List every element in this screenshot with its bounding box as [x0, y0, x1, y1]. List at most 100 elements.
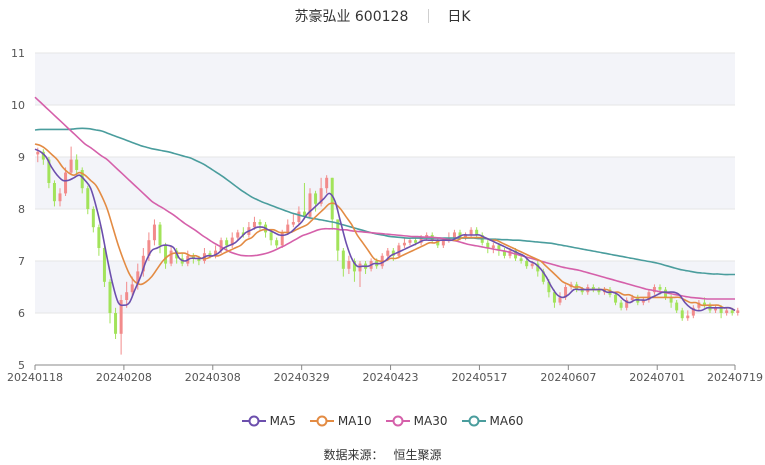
ma30-line [34, 96, 735, 300]
candle [91, 209, 95, 228]
y-tick-label: 7 [18, 255, 25, 268]
candle [130, 284, 134, 293]
candle [630, 297, 634, 300]
candle [702, 302, 706, 306]
candle [647, 292, 651, 300]
candle [252, 222, 256, 228]
candle [419, 237, 423, 243]
candle [36, 151, 40, 155]
candle [319, 188, 323, 204]
candle [58, 193, 62, 202]
candle [275, 240, 279, 246]
candle [525, 261, 529, 267]
candle [558, 297, 562, 303]
y-tick-label: 11 [11, 47, 25, 60]
candle [52, 183, 56, 202]
candle [436, 240, 440, 246]
legend-item-ma5[interactable]: MA5 [241, 414, 296, 428]
candle [386, 250, 390, 256]
candle [691, 307, 695, 316]
candle [41, 151, 45, 160]
candle [736, 310, 740, 313]
candle [408, 240, 412, 243]
x-tick-label: 20240517 [451, 371, 507, 384]
candle [347, 261, 351, 269]
candle [452, 232, 456, 238]
source-value: 恒生聚源 [393, 448, 442, 462]
candle [158, 224, 162, 246]
candle [280, 232, 284, 246]
candle [169, 250, 173, 264]
source-label: 数据来源： [323, 448, 384, 462]
candle [502, 250, 506, 256]
candle [652, 287, 656, 293]
candle [86, 188, 90, 209]
kline-chart: 5 6 7 8 9 10 11 20240118 20240208 20240308 202403… [7, 47, 763, 384]
x-tick-label: 20240423 [363, 371, 419, 384]
ma5-line [34, 148, 736, 312]
candle [669, 297, 673, 303]
x-axis: 20240118 20240208 20240308 20240329 20240423… [7, 364, 763, 384]
y-band [35, 157, 735, 209]
candle [547, 281, 551, 293]
candle [714, 307, 718, 311]
y-band [35, 53, 735, 105]
candle [152, 224, 156, 241]
candle [97, 227, 101, 248]
candle [552, 292, 556, 303]
y-bands [35, 53, 735, 313]
candle [225, 240, 229, 246]
candle [69, 159, 73, 173]
x-tick-label: 20240208 [96, 371, 152, 384]
y-tick-label: 8 [18, 203, 25, 216]
candle [191, 255, 195, 259]
candle [147, 240, 151, 256]
candle [208, 253, 212, 256]
candle [102, 248, 106, 282]
candle [136, 271, 140, 285]
candle [536, 263, 540, 272]
candle [314, 193, 318, 204]
candle [64, 172, 68, 194]
x-tick-label: 20240329 [274, 371, 330, 384]
candle [625, 300, 629, 308]
candle [680, 310, 684, 319]
x-tick-label: 20240308 [185, 371, 241, 384]
legend-item-ma30[interactable]: MA30 [385, 414, 448, 428]
candle [164, 245, 168, 264]
candle [286, 224, 290, 233]
y-tick-label: 9 [18, 151, 25, 164]
legend-item-ma10[interactable]: MA10 [309, 414, 372, 428]
candle [491, 245, 495, 248]
candle [125, 292, 129, 300]
legend-label: MA10 [337, 414, 372, 428]
candle [230, 237, 234, 246]
legend-marker-icon [385, 415, 410, 427]
candle [697, 302, 701, 308]
candle [358, 263, 362, 272]
candle [119, 300, 123, 334]
x-tick-label: 20240701 [629, 371, 685, 384]
candle [336, 219, 340, 251]
candle [302, 211, 306, 217]
candle [114, 313, 118, 334]
legend-marker-icon [309, 415, 334, 427]
data-source: 数据来源： 恒生聚源 [0, 446, 765, 463]
candle [397, 245, 401, 256]
x-tick-label: 20240118 [7, 371, 63, 384]
candle [352, 261, 356, 272]
candle [325, 177, 329, 189]
candle [619, 302, 623, 308]
candle [725, 310, 729, 313]
candle [730, 310, 734, 313]
candle [297, 211, 301, 222]
legend-label: MA60 [489, 414, 524, 428]
candle [441, 240, 445, 246]
x-tick-label: 20240719 [707, 371, 763, 384]
legend-item-ma60[interactable]: MA60 [461, 414, 524, 428]
candle [141, 255, 145, 272]
candle [530, 263, 534, 267]
candle [719, 307, 723, 313]
moving-average-lines [34, 96, 736, 312]
stock-title: 苏豪弘业 600128 [294, 9, 409, 25]
